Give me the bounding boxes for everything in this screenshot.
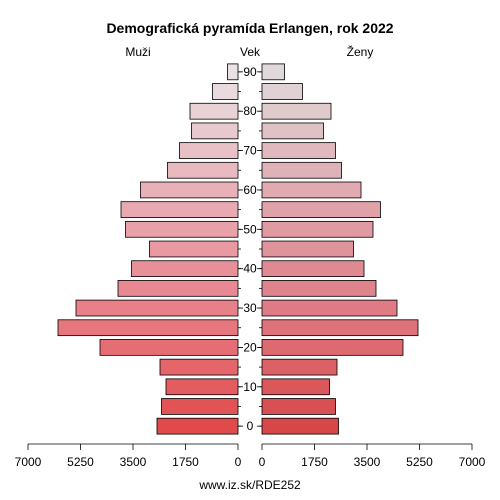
female-bar-70-74 — [261, 142, 336, 159]
female-bar-45-49 — [261, 240, 354, 258]
age-tick-label: 90 — [243, 65, 257, 79]
male-bar-65-69 — [167, 161, 239, 179]
x-tick-label-right: 0 — [259, 455, 266, 469]
age-tick-label: 0 — [247, 419, 254, 433]
x-axis-left: 7000 5250 3500 1750 0 — [15, 443, 242, 469]
x-tick-label-left: 0 — [235, 455, 242, 469]
male-bar-0-4 — [156, 417, 239, 435]
male-bar-90+ — [227, 63, 239, 81]
chart-title: Demografická pyramída Erlangen, rok 2022 — [106, 20, 393, 36]
male-bar-85-89 — [212, 83, 239, 100]
x-tick-label-left: 5250 — [67, 455, 94, 469]
female-bar-25-29 — [261, 319, 419, 337]
male-bar-35-39 — [117, 280, 239, 297]
female-bars — [261, 63, 419, 435]
x-tick-label-right: 7000 — [459, 455, 486, 469]
male-bar-10-14 — [165, 378, 239, 396]
female-bar-90+ — [261, 63, 285, 81]
age-tick-label: 80 — [243, 104, 257, 118]
x-tick-label-left: 1750 — [172, 455, 199, 469]
age-axis: 0 10 20 30 40 50 60 70 80 90 — [238, 65, 262, 433]
age-tick-label: 30 — [243, 301, 257, 315]
male-bar-70-74 — [179, 142, 239, 159]
female-bar-35-39 — [261, 280, 377, 297]
male-bar-25-29 — [57, 319, 239, 337]
male-bar-55-59 — [120, 201, 239, 218]
age-tick-label: 20 — [243, 340, 257, 354]
female-bar-5-9 — [261, 398, 336, 415]
female-bar-0-4 — [261, 417, 339, 435]
male-bar-80-84 — [189, 102, 239, 120]
x-tick-label-right: 1750 — [301, 455, 328, 469]
male-bar-50-54 — [125, 220, 239, 238]
female-bar-50-54 — [261, 220, 374, 238]
footer-source: www.iz.sk/RDE252 — [198, 478, 301, 492]
male-bar-45-49 — [149, 240, 239, 258]
x-tick-label-left: 3500 — [120, 455, 147, 469]
female-bar-40-44 — [261, 260, 365, 278]
female-bar-15-19 — [261, 358, 338, 376]
x-tick-label-right: 5250 — [406, 455, 433, 469]
center-axis-label: Vek — [240, 45, 261, 59]
x-tick-label-right: 3500 — [354, 455, 381, 469]
female-bar-10-14 — [261, 378, 330, 396]
female-bar-60-64 — [261, 181, 362, 199]
male-bar-40-44 — [131, 260, 239, 278]
male-bar-75-79 — [191, 122, 239, 140]
right-series-label: Ženy — [347, 44, 374, 59]
male-bar-15-19 — [159, 358, 239, 376]
x-axis-right: 0 1750 3500 5250 7000 — [259, 443, 486, 469]
female-bar-20-24 — [261, 339, 404, 356]
female-bar-85-89 — [261, 83, 303, 100]
male-bar-30-34 — [75, 299, 239, 317]
left-series-label: Muži — [125, 45, 150, 59]
age-tick-label: 10 — [243, 380, 257, 394]
female-bar-65-69 — [261, 161, 342, 179]
x-tick-label-left: 7000 — [15, 455, 42, 469]
female-bar-30-34 — [261, 299, 398, 317]
age-tick-label: 50 — [243, 222, 257, 236]
female-bar-80-84 — [261, 102, 332, 120]
male-bar-5-9 — [161, 398, 239, 415]
age-tick-label: 40 — [243, 262, 257, 276]
age-tick-label: 60 — [243, 183, 257, 197]
male-bar-20-24 — [99, 339, 239, 356]
age-tick-label: 70 — [243, 144, 257, 158]
male-bar-60-64 — [140, 181, 239, 199]
female-bar-75-79 — [261, 122, 324, 140]
female-bar-55-59 — [261, 201, 381, 218]
male-bars — [57, 63, 239, 435]
